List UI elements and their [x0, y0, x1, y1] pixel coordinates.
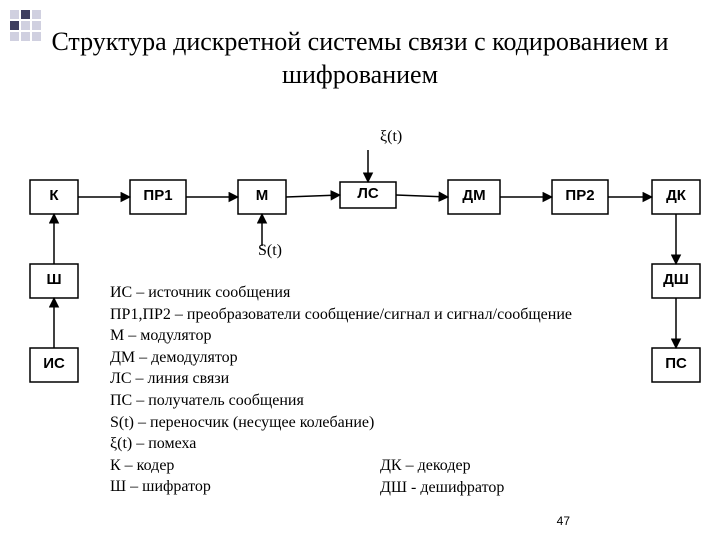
legend-line: ПР1,ПР2 – преобразователи сообщение/сигн…: [110, 304, 620, 326]
node-ПР2: ПР2: [552, 187, 608, 204]
node-ДК: ДК: [652, 187, 700, 204]
node-ДМ: ДМ: [448, 187, 500, 204]
noise-label: ξ(t): [380, 128, 402, 146]
legend-line: ДМ – демодулятор: [110, 347, 620, 369]
node-М: М: [238, 187, 286, 204]
legend-line: ПС – получатель сообщения: [110, 390, 620, 412]
legend-line: К – кодер: [110, 455, 620, 477]
legend-line: ИС – источник сообщения: [110, 282, 620, 304]
node-ЛС: ЛС: [340, 185, 396, 202]
node-ДШ: ДШ: [652, 271, 700, 288]
legend-line: ЛС – линия связи: [110, 368, 620, 390]
node-К: К: [30, 187, 78, 204]
node-Ш: Ш: [30, 271, 78, 288]
node-ПС: ПС: [652, 355, 700, 372]
node-ПР1: ПР1: [130, 187, 186, 204]
legend-line: М – модулятор: [110, 325, 620, 347]
page-title: Структура дискретной системы связи с код…: [0, 26, 720, 91]
page-number: 47: [557, 514, 570, 528]
legend-line: ДК – декодер: [380, 455, 504, 477]
node-ИС: ИС: [30, 355, 78, 372]
legend-line: Ш – шифратор: [110, 476, 620, 498]
legend-right: ДК – декодерДШ - дешифратор: [380, 455, 504, 498]
legend-left: ИС – источник сообщенияПР1,ПР2 – преобра…: [110, 282, 620, 498]
carrier-label: S(t): [258, 242, 282, 260]
legend-line: ξ(t) – помеха: [110, 433, 620, 455]
legend-line: S(t) – переносчик (несущее колебание): [110, 412, 620, 434]
legend-line: ДШ - дешифратор: [380, 477, 504, 499]
